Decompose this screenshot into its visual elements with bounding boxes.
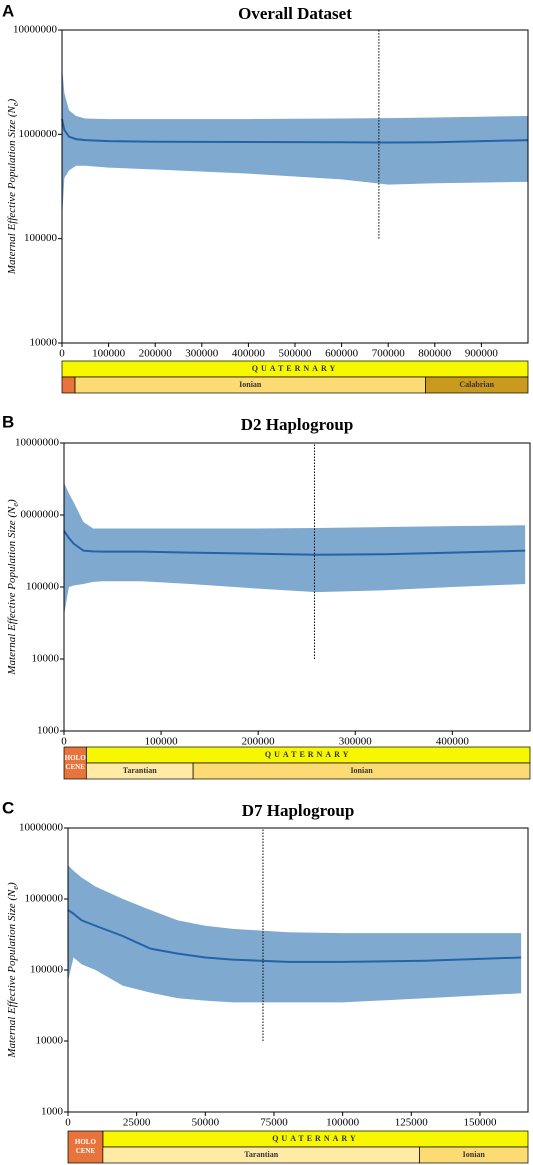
x-tick-label: 700000 [372,348,406,360]
stage-box [61,376,76,394]
median-line [63,530,526,556]
stage-label: Ionian [463,1150,486,1159]
y-axis-label-part: Maternal Effective Population Size (N [6,105,18,275]
stage-box [192,762,531,780]
y-tick-label: 10000000 [19,822,64,834]
chart-title: Overall Dataset [238,4,352,23]
stage-label: HOLO CENE [74,1138,96,1155]
y-axis-label: Maternal Effective Population Size (Ne) [6,99,21,276]
median-line [67,909,522,963]
y-axis-label-part: ) [6,99,18,104]
y-tick-label: 1000 [41,1106,64,1118]
y-axis-label-part: Maternal Effective Population Size (N [6,506,18,676]
x-tick-label: 0 [61,736,67,748]
period-label: QUATERNARY [265,750,351,759]
x-tick-label: 400000 [232,348,266,360]
stage-label: HOLO CENE [64,754,86,771]
y-tick-label: 100000 [26,581,60,593]
median-line [61,118,529,144]
y-tick-label: 10000 [36,1035,64,1047]
y-tick-label: 10000 [32,653,60,665]
plot-frame [61,29,529,344]
hpd-band [64,482,526,616]
y-tick-label: 1000000 [25,893,64,905]
y-axis-label-part: e [11,886,20,890]
x-tick-label: 300000 [185,348,219,360]
stage-label: Tarantian [244,1150,278,1159]
chart-title: D2 Haplogroup [241,415,354,434]
stage-label: Tarantian [123,766,157,775]
x-tick-label: 50000 [192,1117,220,1129]
y-tick-label: 1000000 [19,128,58,140]
x-tick-label: 150000 [463,1117,497,1129]
x-tick-label: 600000 [325,348,359,360]
hpd-band [62,66,528,221]
y-axis-label-part: e [11,503,20,507]
x-tick-label: 100000 [145,736,179,748]
x-tick-label: 300000 [339,736,373,748]
y-tick-label: 0000000 [21,509,60,521]
y-axis-label: Maternal Effective Population Size (Ne) [6,499,21,676]
y-axis-label-part: ) [6,499,18,504]
x-tick-label: 125000 [395,1117,429,1129]
y-axis-label-part: Maternal Effective Population Size (N [6,889,18,1059]
x-tick-label: 100000 [92,348,126,360]
x-tick-label: 200000 [242,736,276,748]
y-tick-label: 1000 [37,725,60,737]
x-tick-label: 25000 [123,1117,151,1129]
y-axis-label-part: e [11,102,20,106]
x-tick-label: 75000 [260,1117,288,1129]
panel-letter: A [2,1,14,20]
x-tick-label: 900000 [465,348,499,360]
period-label: QUATERNARY [252,364,338,373]
x-tick-label: 0 [65,1117,71,1129]
x-tick-label: 0 [59,348,65,360]
period-label: QUATERNARY [272,1134,358,1143]
x-tick-label: 100000 [326,1117,360,1129]
y-tick-label: 100000 [24,232,58,244]
panel-letter: C [2,798,14,817]
stage-label-box: HOLO CENE [74,1138,96,1155]
chart-title: D7 Haplogroup [242,801,355,820]
hpd-band [68,865,522,1003]
y-axis-label-part: ) [6,882,18,887]
stage-label: Ionian [350,766,373,775]
stage-box [425,376,529,394]
x-tick-label: 400000 [436,736,470,748]
y-tick-label: 10000000 [13,24,58,36]
panel-letter: B [2,412,14,431]
y-tick-label: 10000000 [15,437,60,449]
x-tick-label: 500000 [279,348,313,360]
stage-label: Ionian [239,380,262,389]
stage-box [67,1130,104,1164]
stage-label-box: HOLO CENE [64,754,86,771]
stage-box [419,1146,529,1164]
x-tick-label: 200000 [139,348,173,360]
y-axis-label: Maternal Effective Population Size (Ne) [6,882,21,1059]
x-tick-label: 800000 [418,348,452,360]
stage-label: Calabrian [459,380,494,389]
y-tick-label: 10000 [30,337,58,349]
y-tick-label: 100000 [30,964,64,976]
